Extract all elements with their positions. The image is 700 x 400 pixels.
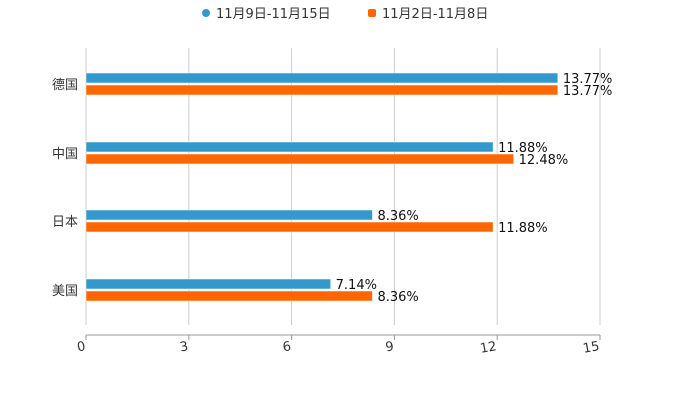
y-category-label: 美国: [52, 284, 78, 299]
x-tick-label: 3: [179, 339, 190, 355]
legend-marker-icon: [202, 9, 210, 17]
data-label: 7.14%: [336, 278, 377, 293]
bar-series1: [85, 141, 494, 153]
bar-series2: [85, 153, 514, 165]
x-tick-label: 9: [384, 339, 395, 355]
bar-series2: [85, 84, 559, 96]
y-category-label: 德国: [52, 78, 78, 93]
y-category-label: 中国: [52, 147, 78, 162]
data-label: 13.77%: [563, 72, 613, 87]
x-tick-label: 0: [76, 339, 87, 355]
x-tick-label: 6: [282, 339, 293, 355]
y-category-label: 日本: [52, 215, 78, 230]
data-label: 8.36%: [377, 290, 418, 305]
x-tick-label: 15: [582, 339, 601, 357]
legend-label: 11月2日-11月8日: [382, 7, 488, 22]
legend-marker-icon: [368, 9, 376, 17]
data-label: 11.88%: [498, 221, 548, 236]
data-label: 12.48%: [519, 153, 569, 168]
bar-series1: [85, 72, 559, 84]
data-label: 13.77%: [563, 84, 613, 99]
bar-series1: [85, 278, 331, 290]
bar-series2: [85, 290, 373, 302]
x-tick-label: 12: [479, 339, 498, 357]
bar-series2: [85, 221, 494, 233]
data-label: 8.36%: [377, 209, 418, 224]
legend-label: 11月9日-11月15日: [216, 7, 331, 22]
data-label: 11.88%: [498, 141, 548, 156]
bar-series1: [85, 209, 373, 221]
